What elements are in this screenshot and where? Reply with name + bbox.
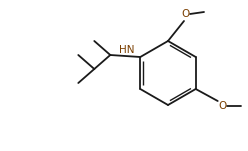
Text: HN: HN [119,45,134,55]
Text: O: O [218,101,227,111]
Text: O: O [182,9,190,19]
